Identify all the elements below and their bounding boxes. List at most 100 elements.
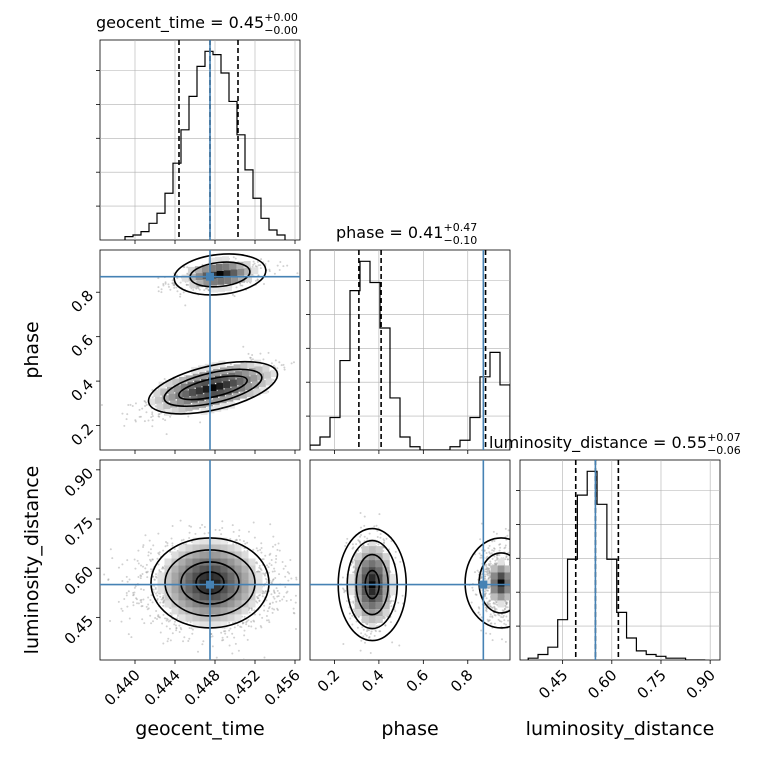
sample-point: [280, 364, 283, 367]
density-cell: [251, 267, 259, 275]
sample-point: [281, 598, 284, 601]
density-cell: [208, 257, 216, 265]
sample-point: [253, 262, 256, 265]
sample-point: [125, 594, 128, 597]
sample-point: [264, 263, 267, 266]
sample-point: [256, 278, 259, 281]
sample-point: [262, 282, 265, 285]
sample-point: [486, 572, 489, 575]
sample-point: [265, 615, 268, 618]
sample-point: [157, 532, 160, 535]
sample-point: [478, 607, 481, 610]
sample-point: [240, 626, 243, 629]
sample-point: [146, 570, 149, 573]
density-cell: [192, 614, 200, 622]
sample-point: [257, 264, 260, 267]
sample-point: [487, 603, 490, 606]
sample-point: [169, 415, 172, 418]
sample-point: [138, 415, 141, 418]
density-cell: [247, 361, 255, 369]
sample-point: [247, 352, 250, 355]
sample-point: [162, 567, 165, 570]
sample-point: [147, 607, 150, 610]
sample-point: [135, 598, 138, 601]
sample-point: [238, 535, 241, 538]
sample-point: [141, 573, 144, 576]
density-cell: [214, 375, 222, 383]
sample-point: [488, 619, 491, 622]
density-cell: [210, 278, 218, 286]
sample-point: [143, 399, 146, 402]
density-cell: [163, 402, 171, 410]
sample-point: [221, 526, 224, 529]
sample-point: [352, 546, 355, 549]
sample-point: [485, 597, 488, 600]
sample-point: [252, 619, 255, 622]
sample-point: [175, 286, 178, 289]
sample-point: [485, 565, 488, 568]
sample-point: [164, 282, 167, 285]
density-cell: [220, 586, 228, 594]
sample-point: [389, 621, 392, 624]
density-cell: [227, 607, 235, 615]
density-cell: [167, 386, 175, 394]
density-cell: [244, 268, 252, 276]
sample-point: [268, 621, 271, 624]
hist-panel-luminosity_distance: luminosity_distance = 0.55+0.07 −0.06: [489, 431, 741, 664]
sample-point: [147, 419, 150, 422]
sample-point: [127, 590, 130, 593]
density-cell: [192, 600, 200, 608]
sample-point: [157, 552, 160, 555]
sample-point: [495, 558, 498, 561]
sample-point: [126, 605, 129, 608]
sample-point: [197, 286, 200, 289]
sample-point: [360, 534, 363, 537]
sample-point: [166, 618, 169, 621]
sample-point: [158, 551, 161, 554]
density-cell: [192, 558, 200, 566]
sample-point: [165, 625, 168, 628]
sample-point: [485, 607, 488, 610]
sample-point: [259, 352, 262, 355]
density-cell: [164, 572, 172, 580]
density-cell: [211, 285, 219, 293]
sample-point: [478, 613, 481, 616]
sample-point: [139, 577, 142, 580]
sample-point: [506, 606, 509, 609]
sample-point: [125, 575, 128, 578]
density-cell: [178, 600, 186, 608]
density-cell: [185, 404, 193, 412]
sample-point: [183, 266, 186, 269]
sample-point: [182, 640, 185, 643]
sample-point: [199, 421, 202, 424]
sample-point: [255, 561, 258, 564]
sample-point: [144, 404, 147, 407]
density-cell: [203, 279, 211, 287]
sample-point: [282, 595, 285, 598]
sample-point: [281, 560, 284, 563]
sample-point: [164, 541, 167, 544]
density-cell: [171, 551, 179, 559]
sample-point: [252, 548, 255, 551]
sample-point: [242, 540, 245, 543]
density-cell: [227, 558, 235, 566]
density-cell: [248, 572, 256, 580]
sample-point: [158, 616, 161, 619]
sample-point: [260, 551, 263, 554]
density-cell: [199, 607, 207, 615]
sample-point: [250, 359, 253, 362]
sample-point: [360, 639, 363, 642]
sample-point: [491, 557, 494, 560]
sample-point: [146, 608, 149, 611]
sample-point: [157, 615, 160, 618]
sample-point: [179, 295, 182, 298]
sample-point: [161, 598, 164, 601]
sample-point: [475, 593, 478, 596]
sample-point: [487, 587, 490, 590]
sample-point: [288, 572, 291, 575]
sample-point: [130, 636, 133, 639]
sample-point: [152, 620, 155, 623]
sample-point: [494, 602, 497, 605]
sample-point: [120, 620, 123, 623]
sample-point: [178, 624, 181, 627]
